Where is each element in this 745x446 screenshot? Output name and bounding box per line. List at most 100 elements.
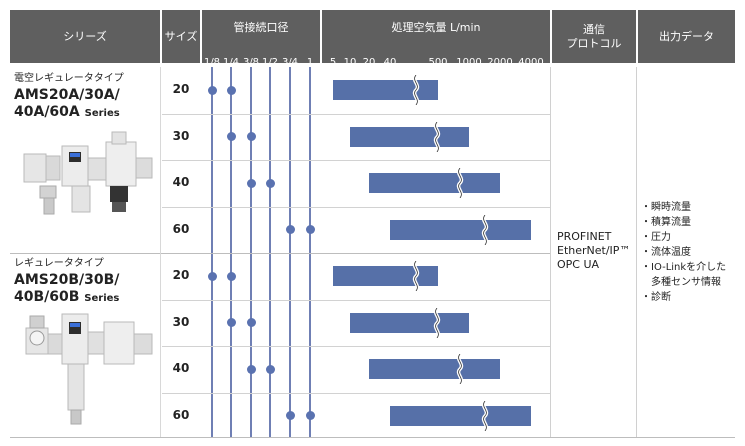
model-line1-a: AMS20A/30A/ [14,87,120,103]
pipe-dot [226,272,236,281]
pipe-tick-label: 3/4 [281,57,299,68]
pipe-dot [226,318,236,327]
axis-break-icon [481,215,489,245]
protocol-opc-ua: OPC UA [557,258,600,271]
pipe-gridline [309,67,311,437]
series-title-regulator: レギュレータタイプ [14,258,104,269]
pipe-tick-label: 1/4 [222,57,240,68]
flow-tick-label: 40 [383,57,397,68]
pipe-dot [246,318,256,327]
output-diagnosis: ・診断 [641,292,671,303]
header-protocol: 通信 プロトコル [552,10,636,63]
pipe-tick-label: 1/2 [261,57,279,68]
axis-break-icon [481,401,489,431]
flow-bar [333,80,438,100]
header-flow: 処理空気量 L/min 5 10 20 40 500 1000 2000 4000 [322,10,550,68]
header-output: 出力データ [638,10,735,63]
row-separator [162,346,550,347]
size-label: 40 [172,175,190,189]
flow-tick-label: 1000 [456,57,482,68]
size-label: 20 [172,82,190,96]
flow-tick-label: 4000 [518,57,544,68]
col-separator [160,67,161,437]
product-image-b [25,313,153,425]
pipe-dot [285,411,295,420]
bottom-border [10,437,735,438]
model-line1-b: AMS20B/30B/ [14,272,120,288]
pipe-gridline [230,67,232,437]
size-label: 30 [172,129,190,143]
pipe-dot [246,365,256,374]
axis-break-icon [433,122,441,152]
group-separator [10,253,550,254]
pipe-dot [207,86,217,95]
flow-tick-label: 500 [428,57,448,68]
flow-bar [390,220,531,240]
header-output-label: 出力データ [659,29,714,43]
output-fluid-temp: ・流体温度 [641,247,691,258]
flow-tick-label: 2000 [487,57,513,68]
model-line2-a: 40A/60A Series [14,104,120,122]
model-line2-b: 40B/60B Series [14,289,119,307]
pipe-dot [305,225,315,234]
pipe-dot [207,272,217,281]
flow-bar [333,266,438,286]
flow-tick-label: 5 [329,57,337,68]
row-separator [162,393,550,394]
pipe-tick-label: 1/8 [203,57,221,68]
row-separator [162,114,550,115]
output-list: ・瞬時流量 ・積算流量 ・圧力 ・流体温度 ・IO-Linkを介した 多種センサ… [641,200,726,305]
product-image-a [23,131,153,215]
row-separator [162,160,550,161]
protocol-list: PROFINET EtherNet/IP™ OPC UA [557,230,630,272]
pipe-dot [226,132,236,141]
flow-bar [369,173,500,193]
header-series-label: シリーズ [63,29,107,43]
axis-break-icon [456,354,464,384]
pipe-dot [305,411,315,420]
flow-bar [369,359,500,379]
size-label: 60 [172,222,190,236]
header-protocol-line1: 通信 [583,22,605,36]
axis-break-icon [412,75,420,105]
header-flow-label: 処理空気量 L/min [391,21,481,34]
pipe-dot [226,86,236,95]
size-label: 60 [172,408,190,422]
flow-bar [350,313,469,333]
header-size: サイズ [162,10,200,63]
series-suffix-b: Series [84,293,120,304]
pipe-dot [285,225,295,234]
pipe-gridline [269,67,271,437]
header-size-label: サイズ [164,29,198,43]
size-label: 30 [172,315,190,329]
model-name-a: 40A/60A [14,104,80,120]
row-separator [162,300,550,301]
pipe-tick-label: 3/8 [242,57,260,68]
model-name-b: 40B/60B [14,289,80,305]
col-separator [636,67,637,437]
axis-break-icon [456,168,464,198]
axis-break-icon [433,308,441,338]
row-separator [162,207,550,208]
pipe-dot [265,179,275,188]
protocol-profinet: PROFINET [557,230,612,243]
col-separator [550,67,551,437]
pipe-gridline [211,67,213,437]
header-series: シリーズ [10,10,160,63]
pipe-gridline [250,67,252,437]
output-io-link: ・IO-Linkを介した [641,262,727,273]
series-suffix-a: Series [84,108,120,119]
output-multi-sensor: 多種センサ情報 [641,277,721,288]
pipe-dot [246,179,256,188]
size-label: 40 [172,361,190,375]
flow-tick-label: 20 [362,57,376,68]
size-label: 20 [172,268,190,282]
pipe-dot [246,132,256,141]
flow-tick-label: 10 [343,57,357,68]
protocol-ethernet-ip: EtherNet/IP™ [557,244,631,257]
pipe-dot [265,365,275,374]
output-pressure: ・圧力 [641,232,671,243]
output-instant-flow: ・瞬時流量 [641,202,691,213]
header-protocol-line2: プロトコル [566,36,622,50]
flow-bar [350,127,469,147]
